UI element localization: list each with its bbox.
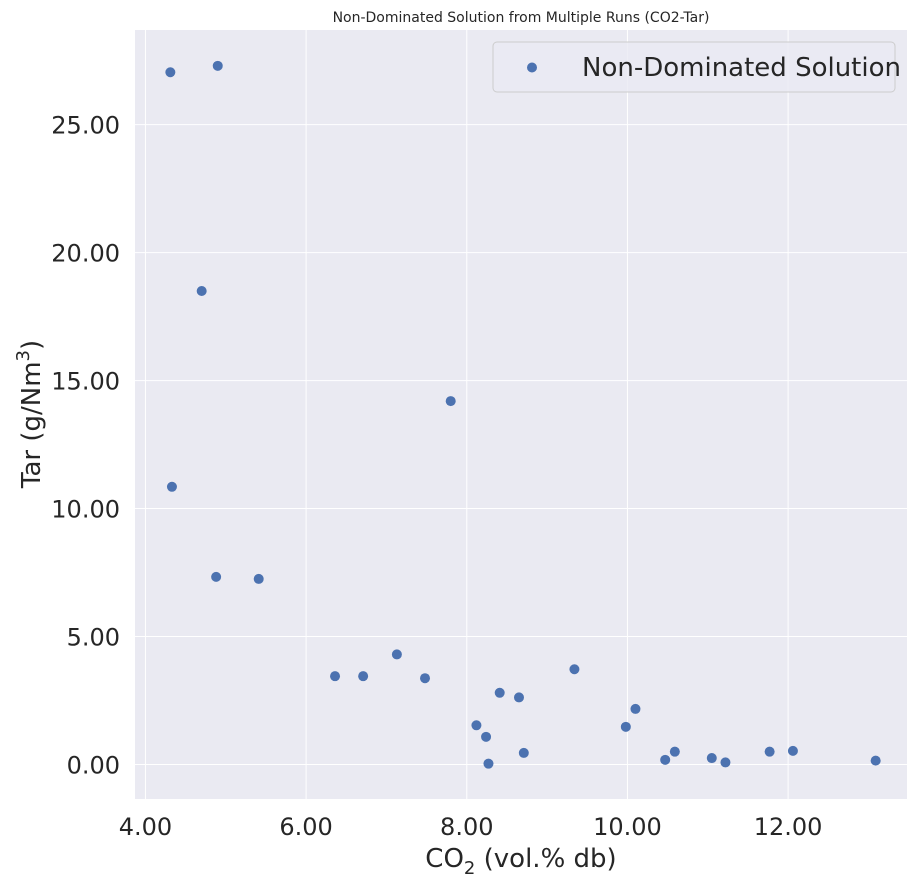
x-axis-ticks: 4.00 6.00 8.00 10.00 12.00 — [119, 813, 823, 841]
data-point — [764, 746, 775, 757]
legend: Non-Dominated Solution — [492, 41, 901, 93]
data-point — [420, 673, 431, 684]
y-axis-label-prefix: Tar (g/Nm — [17, 361, 47, 489]
data-point — [569, 664, 580, 675]
y-tick-label: 20.00 — [51, 240, 120, 268]
x-tick-label: 10.00 — [593, 813, 662, 841]
data-point — [494, 687, 505, 698]
data-point — [706, 753, 717, 764]
y-tick-label: 10.00 — [51, 496, 120, 524]
x-axis-label-suffix: (vol.% db) — [475, 844, 616, 874]
grid-lines — [135, 30, 907, 799]
data-point — [620, 721, 631, 732]
legend-label: Non-Dominated Solution — [582, 53, 901, 83]
x-axis-label-subscript: 2 — [464, 858, 475, 879]
data-point — [870, 755, 881, 766]
x-tick-label: 4.00 — [119, 813, 172, 841]
data-point — [513, 692, 524, 703]
data-point — [471, 720, 482, 731]
data-point — [166, 481, 177, 492]
y-axis-label: Tar (g/Nm3) — [13, 340, 47, 489]
y-tick-label: 25.00 — [51, 112, 120, 140]
data-point — [660, 754, 671, 765]
x-tick-label: 8.00 — [440, 813, 493, 841]
x-axis-label-prefix: CO — [425, 844, 464, 874]
data-point — [330, 671, 341, 682]
data-point — [212, 60, 223, 71]
x-axis-label: CO2 (vol.% db) — [425, 844, 616, 879]
data-point — [483, 758, 494, 769]
data-point — [787, 745, 798, 756]
data-point — [253, 573, 264, 584]
y-axis-ticks: 0.00 5.00 10.00 15.00 20.00 25.00 — [51, 112, 120, 780]
data-point — [196, 286, 207, 297]
data-point — [518, 747, 529, 758]
x-tick-label: 12.00 — [754, 813, 823, 841]
data-point — [391, 649, 402, 660]
data-point — [720, 757, 731, 768]
data-point — [211, 571, 222, 582]
data-points — [165, 60, 881, 769]
legend-marker — [527, 62, 537, 73]
y-tick-label: 0.00 — [67, 751, 120, 779]
y-tick-label: 15.00 — [51, 368, 120, 396]
data-point — [481, 731, 492, 742]
chart-title: Non-Dominated Solution from Multiple Run… — [333, 10, 710, 26]
plot-area — [135, 30, 907, 799]
legend-box — [492, 41, 896, 93]
data-point — [165, 67, 176, 78]
data-point — [358, 671, 369, 682]
data-point — [630, 703, 641, 714]
y-axis-label-superscript: 3 — [13, 350, 34, 361]
data-point — [445, 396, 456, 407]
data-point — [669, 746, 680, 757]
x-tick-label: 6.00 — [279, 813, 332, 841]
y-axis-label-suffix: ) — [17, 340, 47, 350]
y-tick-label: 5.00 — [67, 623, 120, 651]
